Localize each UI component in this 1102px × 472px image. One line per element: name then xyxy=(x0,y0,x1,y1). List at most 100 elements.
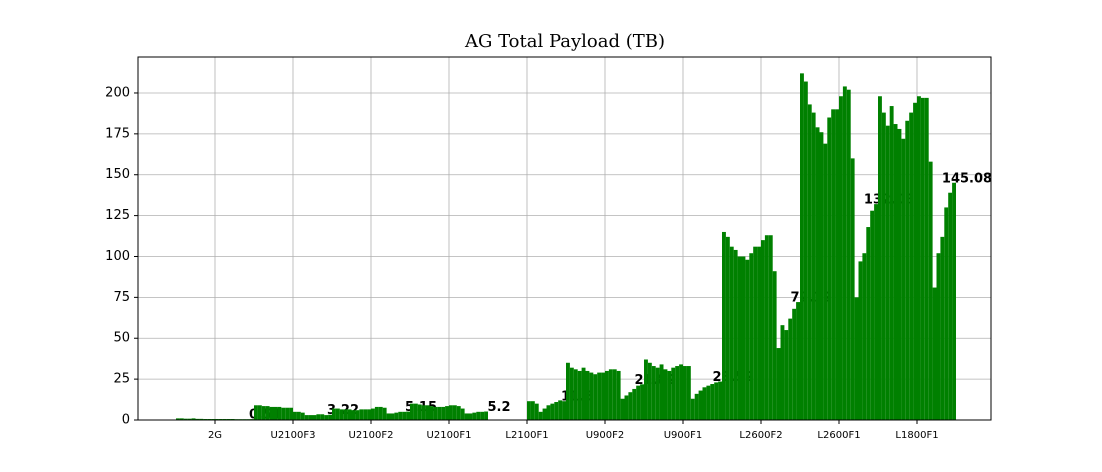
bar xyxy=(659,364,664,420)
bar xyxy=(320,414,325,420)
bar xyxy=(445,406,449,420)
bar xyxy=(527,401,531,420)
bar xyxy=(796,302,800,420)
bar xyxy=(359,409,364,420)
bar xyxy=(437,406,442,420)
bar xyxy=(897,128,902,420)
bar xyxy=(807,104,812,421)
bar xyxy=(593,374,598,420)
bar xyxy=(569,367,574,420)
bar xyxy=(398,411,403,420)
bar xyxy=(328,414,332,420)
bar xyxy=(722,231,726,420)
x-tick-label: L2600F1 xyxy=(817,430,860,441)
y-tick-label: 125 xyxy=(105,208,130,223)
bar xyxy=(698,390,703,420)
bar xyxy=(421,405,426,420)
bar xyxy=(273,406,278,420)
bar xyxy=(928,161,933,420)
bar xyxy=(577,370,582,420)
bar xyxy=(296,411,301,420)
bar xyxy=(612,369,617,420)
bar xyxy=(472,412,477,420)
y-tick-label: 50 xyxy=(113,331,130,346)
bar xyxy=(355,410,360,420)
bar xyxy=(842,86,847,420)
bar xyxy=(893,124,898,421)
bar xyxy=(289,407,293,420)
x-tick-label: U2100F2 xyxy=(349,430,394,441)
bar xyxy=(651,366,656,420)
bar xyxy=(300,412,305,420)
x-tick-label: U900F2 xyxy=(586,430,625,441)
bar xyxy=(191,418,196,420)
bar xyxy=(850,158,855,421)
bar xyxy=(952,182,956,420)
bar xyxy=(885,125,890,421)
bar xyxy=(846,89,851,421)
bar xyxy=(815,127,820,420)
y-tick-label: 150 xyxy=(105,167,130,182)
bar xyxy=(343,409,348,420)
bar xyxy=(803,81,808,420)
bar xyxy=(702,387,707,420)
bar xyxy=(772,271,777,420)
x-tick-label: U2100F3 xyxy=(271,430,316,441)
bar xyxy=(667,370,672,420)
bar xyxy=(733,249,738,420)
bar xyxy=(870,210,875,420)
bar xyxy=(917,96,921,421)
bar xyxy=(476,411,481,420)
bar xyxy=(819,132,824,420)
bar xyxy=(741,256,746,420)
bar xyxy=(862,253,867,420)
bar xyxy=(823,143,828,420)
bar xyxy=(460,408,465,420)
bar xyxy=(406,411,410,420)
bar xyxy=(616,370,621,420)
data-label: 145.08 xyxy=(942,171,992,186)
y-tick-label: 75 xyxy=(113,290,130,305)
bar xyxy=(261,406,266,420)
bar xyxy=(690,398,695,420)
bar xyxy=(573,369,578,420)
bar xyxy=(901,138,906,420)
bar xyxy=(686,366,691,420)
bar xyxy=(835,109,839,420)
bar xyxy=(199,418,204,420)
bar xyxy=(780,325,785,420)
bar xyxy=(640,384,644,420)
bar xyxy=(737,256,742,420)
bar xyxy=(749,253,754,420)
bar xyxy=(706,385,711,420)
bar xyxy=(675,366,680,420)
bar xyxy=(335,408,340,420)
bar xyxy=(554,402,559,420)
bar xyxy=(776,348,781,420)
bar xyxy=(382,407,387,420)
bar xyxy=(187,418,192,420)
bar xyxy=(620,398,625,420)
bar xyxy=(562,401,566,420)
bar xyxy=(628,392,633,420)
bar xyxy=(433,406,438,420)
bar xyxy=(581,367,586,420)
bar xyxy=(714,382,719,420)
bar xyxy=(534,403,539,420)
chart-title: AG Total Payload (TB) xyxy=(464,31,665,52)
bar xyxy=(839,96,843,421)
bar xyxy=(788,318,793,420)
bar xyxy=(679,364,683,420)
y-tick-label: 200 xyxy=(105,85,130,100)
bar xyxy=(394,412,399,420)
bar xyxy=(905,120,910,421)
bar xyxy=(858,261,863,420)
x-tick-label: L2600F2 xyxy=(739,430,782,441)
bar xyxy=(464,413,469,420)
bar xyxy=(647,362,652,420)
bar xyxy=(878,96,882,421)
bar xyxy=(854,297,859,420)
bar xyxy=(753,246,758,420)
bar xyxy=(948,192,953,420)
